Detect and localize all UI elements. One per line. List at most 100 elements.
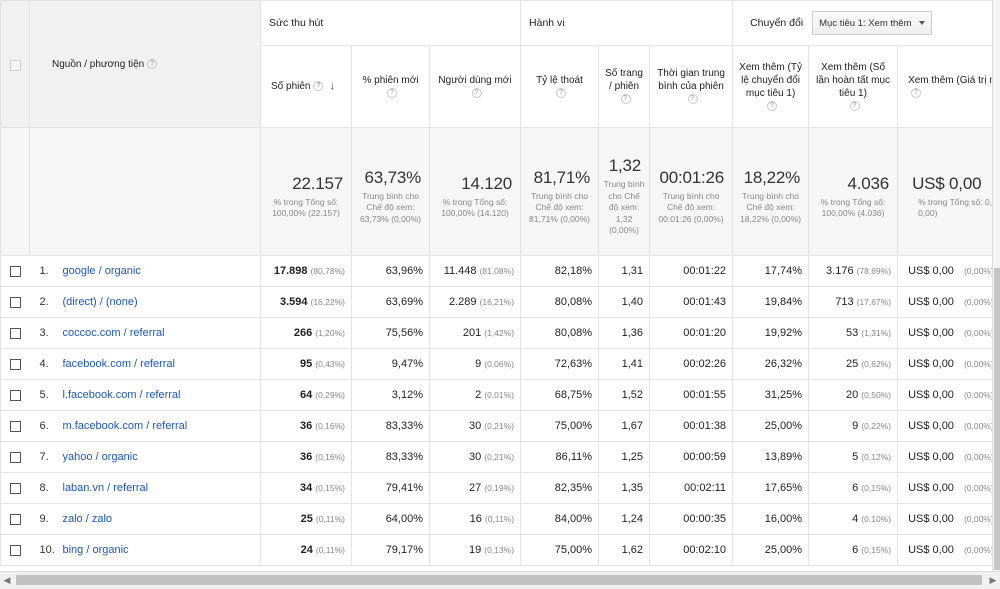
col-header-new-users[interactable]: Người dùng mới? [428,45,522,128]
source-medium-link[interactable]: bing / organic [62,544,129,556]
cell-bounce-rate: 72,63% [520,348,600,380]
source-medium-link[interactable]: zalo / zalo [62,513,113,525]
cell-goal-value: US$ 0,00 (0,00%) [897,348,992,380]
goal-value-percent: (0,00%) [963,297,992,307]
cell-bounce-rate: 82,35% [520,472,600,504]
completions-value: 713 [835,296,854,308]
vertical-scrollbar-thumb[interactable] [994,268,1000,570]
cell-new-users: 11.448 (81,08%) [428,255,522,287]
row-checkbox[interactable] [9,544,21,556]
sessions-value: 36 [299,451,313,463]
sessions-value: 3.594 [279,296,308,308]
horizontal-scrollbar[interactable]: ◀ ▶ [0,571,1000,589]
sessions-percent: (0,16%) [315,452,345,462]
cell-goal-completions: 9 (0,22%) [808,410,899,442]
help-icon[interactable]: ? [620,94,631,105]
cell-sessions: 36 (0,16%) [260,441,352,473]
help-icon[interactable]: ? [313,81,324,92]
col-header-sessions[interactable]: Số phiên? ↓ [260,45,352,128]
vertical-scrollbar[interactable] [992,0,1000,571]
completions-value: 5 [852,451,859,463]
total-sessions-sub: % trong Tổng số: 100,00% (22.157) [272,196,340,219]
help-icon[interactable]: ? [767,100,778,111]
source-medium-link[interactable]: (direct) / (none) [62,296,138,308]
help-icon[interactable]: ? [387,87,397,98]
help-icon[interactable]: ? [556,87,567,98]
cell-conversion-rate: 31,25% [732,379,810,411]
cell-goal-value: US$ 0,00 (0,00%) [897,410,992,442]
col-header-bounce-rate[interactable]: Tỷ lệ thoát? [520,45,600,128]
cell-pages-per-session: 1,52 [598,379,651,411]
sort-descending-icon[interactable]: ↓ [329,79,335,92]
completions-value: 9 [852,420,859,432]
cell-conversion-rate: 13,89% [732,441,810,473]
row-checkbox[interactable] [9,389,21,401]
cell-avg-duration: 00:01:22 [649,255,734,287]
source-medium-link[interactable]: laban.vn / referral [62,482,149,494]
col-header-pages-per-session[interactable]: Số trang / phiên? [598,45,651,128]
row-checkbox[interactable] [9,513,21,525]
col-header-goal-value[interactable]: Xem thêm (Giá trị mục tiêu 1)? [897,45,992,128]
row-checkbox[interactable] [9,451,21,463]
cell-bounce-rate: 68,75% [520,379,600,411]
select-all-checkbox[interactable] [9,59,21,71]
cell-sessions: 34 (0,15%) [260,472,352,504]
total-completions-value: 4.036 [847,173,890,193]
total-pages-per-session: 1,32 Trung bình cho Chế độ xem: 1,32 (0,0… [598,127,651,256]
row-checkbox[interactable] [9,296,21,308]
sessions-percent: (1,20%) [315,328,345,338]
row-checkbox[interactable] [9,482,21,494]
table-row: 1. google / organic 17.898 (80,78%) 63,96% 11… [0,255,992,287]
cell-goal-value: US$ 0,00 (0,00%) [897,472,992,504]
source-medium-link[interactable]: m.facebook.com / referral [62,420,188,432]
source-medium-link[interactable]: facebook.com / referral [62,358,176,370]
col-label-avg-duration: Thời gian trung bình của phiên [657,68,725,92]
cell-goal-value: US$ 0,00 (0,00%) [897,379,992,411]
help-icon[interactable]: ? [471,87,482,98]
source-medium-link[interactable]: yahoo / organic [62,451,138,463]
row-checkbox[interactable] [9,358,21,370]
completions-percent: (0,15%) [861,483,892,493]
help-icon[interactable]: ? [687,94,698,105]
new-users-percent: (1,42%) [484,328,515,338]
row-checkbox[interactable] [9,420,21,432]
row-checkbox-cell [0,441,30,473]
cell-new-sessions: 83,33% [351,441,430,473]
source-medium-link[interactable]: l.facebook.com / referral [62,389,181,401]
help-icon[interactable]: ? [147,58,158,69]
cell-new-users: 201 (1,42%) [428,317,522,349]
total-new-users-value: 14.120 [461,173,513,193]
goal-value-percent: (0,00%) [963,266,992,276]
cell-bounce-rate: 75,00% [520,534,600,566]
completions-percent: (0,10%) [861,514,892,524]
cell-sessions: 266 (1,20%) [260,317,352,349]
row-checkbox[interactable] [9,327,21,339]
col-header-goal-completions[interactable]: Xem thêm (Số lần hoàn tất mục tiêu 1)? [808,45,899,128]
goal-dropdown[interactable]: Mục tiêu 1: Xem thêm [812,11,933,35]
cell-avg-duration: 00:02:11 [649,472,734,504]
new-users-value: 19 [469,544,482,556]
help-icon[interactable]: ? [911,87,922,98]
cell-new-users: 30 (0,21%) [428,410,522,442]
totals-row: 22.157% trong Tổng số: 100,00% (22.157) … [0,127,992,256]
scroll-left-icon[interactable]: ◀ [3,575,11,585]
source-medium-link[interactable]: google / organic [62,265,141,277]
group-acquisition: Sức thu hút [259,0,522,46]
total-new-sessions: 63,73% Trung bình cho Chế độ xem: 63,73% … [351,127,430,256]
dimension-header[interactable]: Nguồn / phương tiện? [29,0,261,128]
help-icon[interactable]: ? [849,100,860,111]
table-row: 8. laban.vn / referral 34 (0,15%) 79,41% 27 (0… [0,472,992,504]
row-checkbox[interactable] [9,265,21,277]
table-row: 5. l.facebook.com / referral 64 (0,29%) 3,12… [0,379,992,411]
col-header-new-sessions[interactable]: % phiên mới? [351,45,430,128]
horizontal-scrollbar-thumb[interactable] [16,575,982,585]
col-header-avg-duration[interactable]: Thời gian trung bình của phiên? [649,45,734,128]
col-header-conversion-rate[interactable]: Xem thêm (Tỷ lệ chuyển đổi mục tiêu 1)? [732,45,810,128]
cell-conversion-rate: 25,00% [732,410,810,442]
cell-pages-per-session: 1,62 [598,534,651,566]
scroll-right-icon[interactable]: ▶ [989,575,997,585]
completions-percent: (1,31%) [861,328,892,338]
completions-percent: (0,12%) [861,452,892,462]
total-pages-sub: Trung bình cho Chế độ xem: 1,32 (0,00%) [603,179,645,236]
source-medium-link[interactable]: coccoc.com / referral [62,327,165,339]
